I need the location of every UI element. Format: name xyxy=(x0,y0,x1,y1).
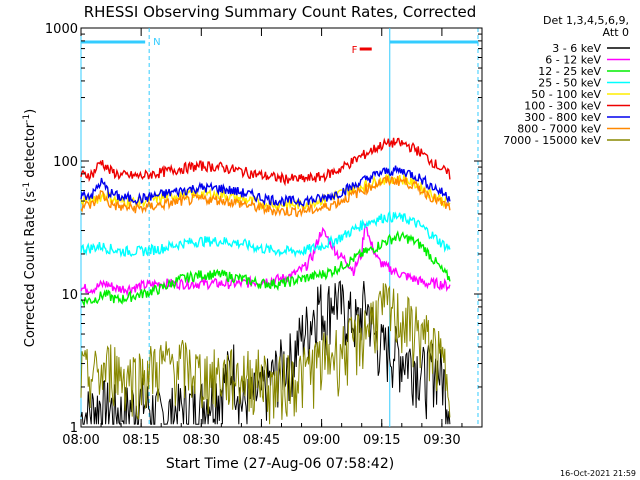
legend-entry-label: 7000 - 15000 keV xyxy=(503,134,601,147)
y-tick-label: 10 xyxy=(61,288,78,303)
x-tick-label: 09:15 xyxy=(363,433,400,448)
y-tick-label: 1 xyxy=(70,421,78,436)
x-tick-label: 08:15 xyxy=(122,433,159,448)
series-line xyxy=(80,165,451,208)
x-tick-label: 09:00 xyxy=(303,433,340,448)
legend-entry-label: 800 - 7000 keV xyxy=(517,123,601,136)
legend-entry-label: 12 - 25 keV xyxy=(538,65,601,78)
x-tick-label: 08:45 xyxy=(243,433,280,448)
chart-title: RHESSI Observing Summary Count Rates, Co… xyxy=(84,3,477,21)
x-tick-label: 08:00 xyxy=(62,433,99,448)
x-axis-label: Start Time (27-Aug-06 07:58:42) xyxy=(166,456,394,472)
series-line xyxy=(80,175,451,218)
y-tick-label: 100 xyxy=(53,155,78,170)
y-axis-label: Corrected Count Rate (s-1 detector-1) xyxy=(22,109,38,347)
series-line xyxy=(80,137,451,187)
series-line xyxy=(80,283,451,425)
legend-header: Att 0 xyxy=(603,26,629,39)
series-line xyxy=(80,230,451,308)
footer-timestamp: 16-Oct-2021 21:59 xyxy=(560,469,636,478)
series-line xyxy=(80,210,451,259)
legend-entry-label: 6 - 12 keV xyxy=(545,54,601,67)
axes: 08:00 08:15 08:30 08:45 09:00 09:15 09:30 1 10 10… xyxy=(45,22,483,448)
legend-header: Det 1,3,4,5,6,9, xyxy=(543,14,629,27)
x-tick-label: 09:30 xyxy=(423,433,460,448)
legend-entry-label: 50 - 100 keV xyxy=(531,88,601,101)
series-layer xyxy=(80,137,451,426)
flare-marker-label: F xyxy=(352,45,358,56)
night-marker-label: N xyxy=(153,37,160,48)
legend-entry-label: 25 - 50 keV xyxy=(538,77,601,90)
legend-entry-label: 100 - 300 keV xyxy=(524,100,601,113)
y-tick-label: 1000 xyxy=(45,22,78,37)
legend-entry-label: 3 - 6 keV xyxy=(552,42,601,55)
legend-entry-label: 300 - 800 keV xyxy=(524,111,601,124)
x-tick-label: 08:30 xyxy=(183,433,220,448)
